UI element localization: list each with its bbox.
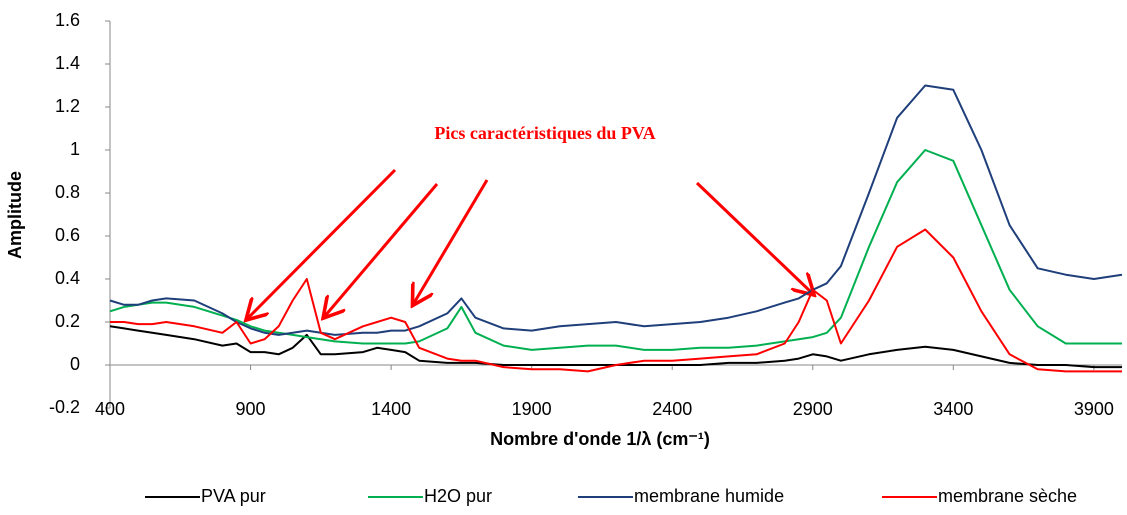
y-tick-label: 1.6: [55, 10, 80, 30]
y-tick-label: 1: [70, 139, 80, 159]
series-line: [109, 149, 1122, 351]
arrow: [248, 168, 397, 318]
series-line: [109, 325, 1122, 369]
y-tick-label: 0.4: [55, 268, 80, 288]
x-tick-label: 3900: [1074, 399, 1114, 419]
legend-label: membrane sèche: [938, 486, 1077, 506]
y-tick-label: 1.4: [55, 53, 80, 73]
legend-item: H2O pur: [368, 486, 492, 506]
legend-label: H2O pur: [424, 486, 492, 506]
y-tick-label: 0.6: [55, 225, 80, 245]
legend-label: PVA pur: [201, 486, 266, 506]
x-tick-label: 900: [236, 399, 266, 419]
y-tick-label: 0: [70, 354, 80, 374]
annotation: Pics caractéristiques du PVA: [434, 123, 655, 143]
arrow: [414, 179, 489, 303]
arrow: [695, 181, 812, 293]
y-tick-label: 1.2: [55, 96, 80, 116]
arrows: [248, 168, 812, 318]
legend-item: PVA pur: [145, 486, 266, 506]
series-line: [109, 84, 1123, 336]
y-tick-label: -0.2: [49, 397, 80, 417]
legend-label: membrane humide: [634, 486, 784, 506]
y-tick-label: 0.2: [55, 311, 80, 331]
x-tick-label: 3400: [933, 399, 973, 419]
y-axis-label: Amplitude: [5, 171, 25, 259]
x-tick-label: 1400: [371, 399, 411, 419]
x-tick-label: 400: [95, 399, 125, 419]
series-line: [110, 228, 1122, 373]
legend-item: membrane sèche: [882, 486, 1077, 506]
x-tick-label: 1900: [512, 399, 552, 419]
x-axis-label: Nombre d'onde 1/λ (cm⁻¹): [490, 429, 710, 449]
y-tick-label: 0.8: [55, 182, 80, 202]
x-tick-label: 2400: [652, 399, 692, 419]
x-tick-label: 2900: [793, 399, 833, 419]
legend-item: membrane humide: [578, 486, 784, 506]
arrow: [325, 183, 439, 316]
